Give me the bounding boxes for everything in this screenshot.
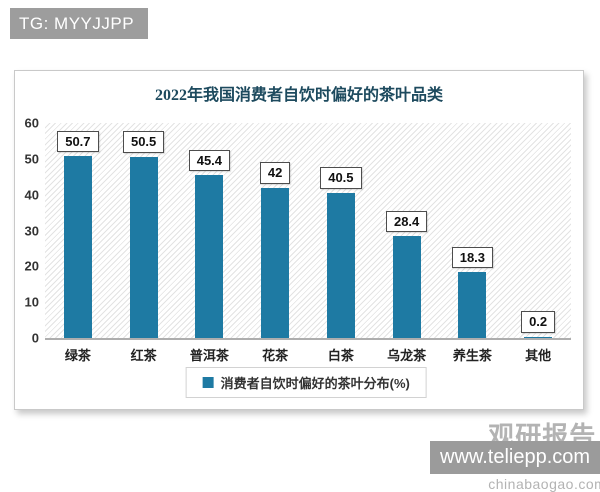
bar-column: 18.3 养生茶: [440, 123, 506, 363]
bar: [524, 337, 553, 338]
source-tag-text: TG: MYYJJPP: [19, 13, 135, 33]
legend-swatch-icon: [202, 377, 214, 388]
plot-area: 50.7 绿茶 50.5 红茶 45.4 普洱茶 42 花茶 40.5 白茶 28.4 乌龙茶 18.3…: [45, 123, 571, 363]
category-label: 普洱茶: [189, 348, 229, 363]
y-tick-label: 40: [24, 187, 39, 203]
category-label: 花茶: [262, 348, 289, 363]
bar-value-label: 40.5: [320, 167, 362, 189]
y-tick-label: 10: [24, 294, 39, 310]
bar-column: 50.7 绿茶: [45, 123, 111, 363]
bar-column: 42 花茶: [242, 123, 308, 363]
bar: [326, 192, 355, 338]
bar-column: 0.2 其他: [505, 123, 571, 363]
y-axis: 0 10 20 30 40 50 60: [15, 71, 41, 409]
bar-value-label: 42: [259, 161, 291, 184]
bar-column: 45.4 普洱茶: [177, 123, 243, 363]
bar-value-label: 18.3: [451, 246, 494, 269]
bar-column: 28.4 乌龙茶: [374, 123, 440, 363]
category-label: 绿茶: [64, 348, 91, 363]
y-tick-label: 50: [24, 151, 39, 167]
bar: [261, 187, 290, 338]
y-tick-label: 30: [24, 223, 39, 238]
bar: [63, 156, 92, 338]
category-label: 乌龙茶: [387, 348, 427, 363]
legend-label: 消费者自饮时偏好的茶叶分布(%): [220, 376, 410, 391]
category-label: 养生茶: [452, 348, 492, 363]
chart-title: 2022年我国消费者自饮时偏好的茶叶品类: [154, 87, 443, 104]
category-label: 红茶: [130, 348, 157, 363]
bar: [458, 272, 487, 338]
bar: [129, 157, 158, 338]
y-tick-label: 60: [24, 115, 39, 131]
bar-value-label: 50.5: [122, 131, 165, 154]
y-tick-label: 20: [24, 258, 39, 274]
y-tick-label: 0: [31, 330, 39, 346]
bar-column: 40.5 白茶: [308, 123, 374, 363]
bar: [392, 236, 421, 338]
bar-column: 50.5 红茶: [111, 123, 177, 363]
bar-value-label: 45.4: [188, 149, 231, 172]
watermark-site-url: chinabaogao.com: [488, 476, 600, 492]
legend-box: 消费者自饮时偏好的茶叶分布(%): [185, 367, 427, 398]
category-label: 其他: [525, 348, 552, 363]
site-url-text: www.teliepp.com: [440, 446, 591, 468]
bar-value-label: 28.4: [385, 210, 428, 233]
bar-value-label: 0.2: [521, 311, 556, 333]
category-label: 白茶: [327, 348, 354, 363]
source-tag-badge: TG: MYYJJPP: [10, 8, 148, 39]
chart-card: 2022年我国消费者自饮时偏好的茶叶品类 0 10 20 30 40 50 60 50.7 绿…: [14, 70, 600, 491]
bar: [195, 175, 224, 338]
site-url-badge: www.teliepp.com: [430, 441, 600, 474]
bar-value-label: 50.7: [57, 130, 99, 153]
